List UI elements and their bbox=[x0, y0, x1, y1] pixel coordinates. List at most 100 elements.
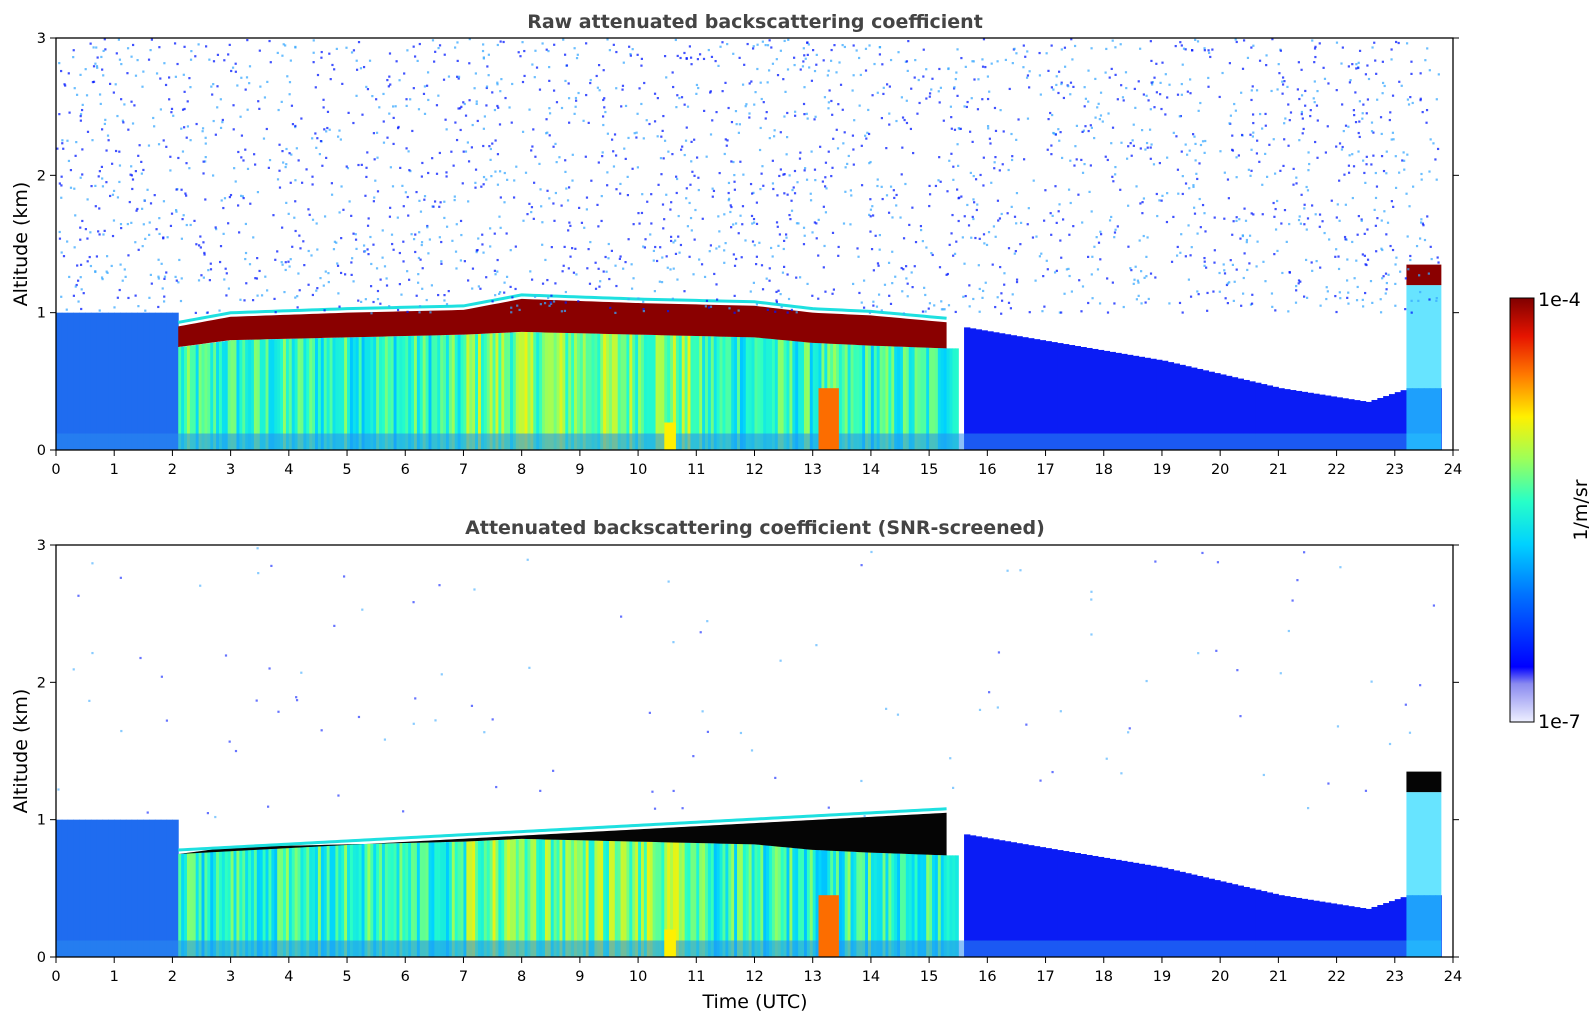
noise-speckle bbox=[169, 169, 172, 172]
noise-speckle bbox=[1429, 245, 1432, 248]
noise-speckle bbox=[876, 262, 880, 265]
noise-speckle bbox=[260, 294, 264, 297]
noise-speckle bbox=[565, 64, 569, 67]
noise-speckle bbox=[1111, 39, 1114, 42]
noise-speckle bbox=[947, 304, 951, 307]
noise-speckle bbox=[589, 240, 592, 244]
plume-column bbox=[178, 347, 182, 450]
bl-column bbox=[1033, 339, 1041, 450]
plume-column bbox=[416, 335, 421, 450]
noise-speckle bbox=[897, 51, 900, 54]
noise-speckle bbox=[806, 53, 809, 57]
noise-speckle bbox=[733, 264, 737, 267]
noise-speckle bbox=[81, 148, 84, 151]
noise-speckle bbox=[402, 205, 405, 208]
noise-speckle bbox=[471, 267, 475, 270]
noise-speckle bbox=[1309, 109, 1312, 112]
noise-speckle bbox=[636, 53, 639, 56]
plume-column bbox=[227, 340, 232, 450]
noise-speckle bbox=[95, 65, 99, 68]
noise-speckle bbox=[418, 311, 421, 314]
noise-speckle bbox=[210, 85, 213, 88]
noise-speckle bbox=[523, 74, 526, 78]
noise-speckle bbox=[72, 294, 75, 297]
noise-speckle bbox=[1010, 158, 1014, 162]
noise-speckle bbox=[104, 118, 107, 121]
noise-speckle bbox=[133, 104, 136, 107]
noise-speckle bbox=[1294, 301, 1298, 304]
noise-speckle bbox=[739, 160, 742, 163]
plume-column bbox=[259, 339, 264, 450]
noise-speckle bbox=[563, 309, 567, 313]
noise-speckle bbox=[228, 195, 231, 199]
noise-speckle bbox=[79, 263, 83, 266]
noise-speckle bbox=[1132, 282, 1135, 285]
noise-speckle bbox=[1147, 297, 1150, 301]
noise-speckle bbox=[1425, 108, 1429, 112]
plume-column bbox=[847, 344, 852, 450]
bl-column bbox=[1068, 852, 1076, 957]
noise-speckle bbox=[1421, 110, 1424, 114]
noise-speckle bbox=[1403, 159, 1406, 162]
plume-column bbox=[402, 336, 406, 450]
bl-column bbox=[1121, 353, 1128, 450]
plume-column bbox=[434, 335, 438, 450]
bl-column bbox=[1336, 904, 1343, 957]
noise-speckle bbox=[632, 223, 635, 226]
noise-speckle bbox=[1226, 301, 1229, 305]
noise-speckle bbox=[475, 251, 478, 254]
noise-speckle bbox=[1008, 87, 1011, 91]
noise-speckle bbox=[278, 143, 281, 146]
bl-column bbox=[1191, 874, 1198, 957]
noise-speckle bbox=[690, 140, 693, 143]
noise-speckle bbox=[1131, 139, 1134, 142]
bl-column bbox=[1161, 360, 1169, 450]
noise-speckle bbox=[928, 302, 932, 305]
noise-speckle bbox=[327, 280, 330, 284]
noise-speckle bbox=[862, 279, 866, 282]
noise-speckle bbox=[69, 168, 73, 172]
noise-speckle bbox=[981, 296, 984, 299]
noise-speckle bbox=[784, 90, 787, 93]
noise-speckle bbox=[1347, 291, 1350, 294]
noise-speckle bbox=[56, 147, 59, 150]
noise-speckle bbox=[585, 93, 588, 97]
noise-speckle bbox=[910, 87, 913, 90]
noise-speckle bbox=[1283, 80, 1286, 83]
noise-speckle bbox=[413, 55, 417, 58]
noise-speckle bbox=[1362, 159, 1365, 162]
noise-speckle bbox=[1426, 215, 1429, 218]
plume-column bbox=[655, 842, 660, 957]
noise-speckle bbox=[67, 159, 71, 163]
noise-speckle bbox=[978, 708, 982, 712]
noise-speckle bbox=[1213, 216, 1216, 219]
noise-speckle bbox=[571, 179, 574, 182]
noise-speckle bbox=[1090, 633, 1093, 636]
noise-speckle bbox=[775, 299, 778, 302]
noise-speckle bbox=[1425, 121, 1428, 124]
plume-column bbox=[693, 335, 697, 450]
plume-column bbox=[419, 335, 424, 450]
plume-column bbox=[413, 842, 418, 957]
plume-column bbox=[585, 333, 590, 450]
noise-speckle bbox=[640, 57, 643, 60]
noise-speckle bbox=[1279, 169, 1282, 172]
noise-speckle bbox=[852, 282, 855, 286]
noise-speckle bbox=[360, 163, 363, 166]
bl-column bbox=[1016, 843, 1023, 957]
noise-speckle bbox=[727, 199, 730, 202]
plume-column bbox=[606, 333, 610, 450]
plume-column bbox=[553, 839, 558, 957]
noise-speckle bbox=[423, 112, 427, 115]
noise-speckle bbox=[966, 100, 969, 104]
noise-speckle bbox=[269, 61, 272, 64]
plume-column bbox=[315, 845, 319, 957]
noise-speckle bbox=[69, 186, 73, 189]
x-tick-label: 23 bbox=[1386, 462, 1404, 478]
plume-column bbox=[437, 335, 441, 450]
noise-speckle bbox=[219, 126, 223, 130]
plume-column bbox=[507, 332, 511, 450]
plume-column bbox=[268, 846, 272, 957]
noise-speckle bbox=[1114, 165, 1117, 169]
noise-speckle bbox=[314, 132, 317, 135]
